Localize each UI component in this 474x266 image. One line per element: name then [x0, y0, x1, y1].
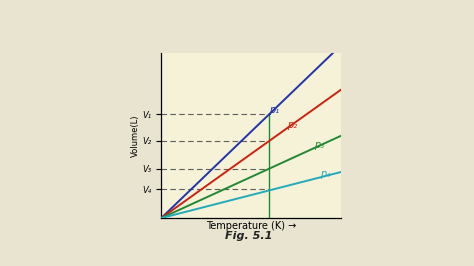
Text: p₃: p₃ — [314, 140, 324, 150]
Text: p₂: p₂ — [287, 120, 297, 130]
X-axis label: Temperature (K) →: Temperature (K) → — [206, 221, 296, 231]
Text: p₄: p₄ — [319, 169, 330, 178]
Text: Fig. 5.1: Fig. 5.1 — [225, 231, 273, 242]
Y-axis label: Volume(L): Volume(L) — [130, 114, 139, 157]
Text: p₁: p₁ — [269, 105, 279, 115]
